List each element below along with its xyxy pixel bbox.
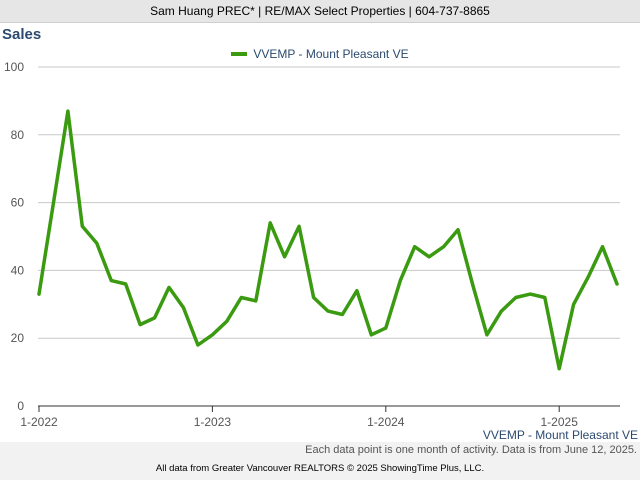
y-tick-label: 40 <box>11 263 25 277</box>
footer-bar <box>0 442 640 480</box>
chart-watermark: VVEMP - Mount Pleasant VE <box>482 428 638 442</box>
y-tick-label: 60 <box>11 196 25 210</box>
chart-title: Sales <box>2 26 42 43</box>
header-text: Sam Huang PREC* | RE/MAX Select Properti… <box>150 4 490 18</box>
x-tick-label: 1-2025 <box>541 415 579 429</box>
legend[interactable]: VVEMP - Mount Pleasant VE <box>0 46 640 62</box>
x-tick-label: 1-2024 <box>367 415 405 429</box>
header-bar: Sam Huang PREC* | RE/MAX Select Properti… <box>0 0 640 23</box>
x-tick-label: 1-2022 <box>20 415 58 429</box>
x-tick-label: 1-2023 <box>194 415 232 429</box>
legend-swatch <box>231 51 248 56</box>
legend-label: VVEMP - Mount Pleasant VE <box>253 47 409 61</box>
y-tick-label: 20 <box>11 331 25 345</box>
y-tick-label: 0 <box>17 399 24 413</box>
y-tick-label: 80 <box>11 128 25 142</box>
series-line <box>37 109 619 371</box>
y-tick-label: 100 <box>4 60 24 74</box>
footer-copyright: All data from Greater Vancouver REALTORS… <box>155 463 485 474</box>
footer-note: Each data point is one month of activity… <box>305 444 637 456</box>
